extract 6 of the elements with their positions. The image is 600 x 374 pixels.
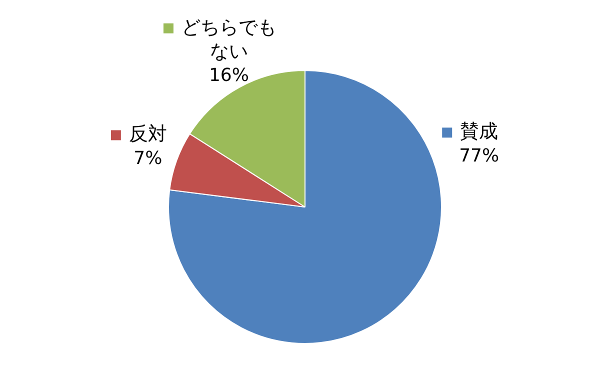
data-label: 16%	[208, 65, 249, 86]
data-label: 77%	[459, 145, 500, 166]
legend-label: 反対	[128, 123, 167, 146]
legend-label: どちらでもない	[181, 16, 276, 62]
legend-label: 賛成	[460, 120, 498, 143]
data-label: 7%	[134, 148, 162, 169]
